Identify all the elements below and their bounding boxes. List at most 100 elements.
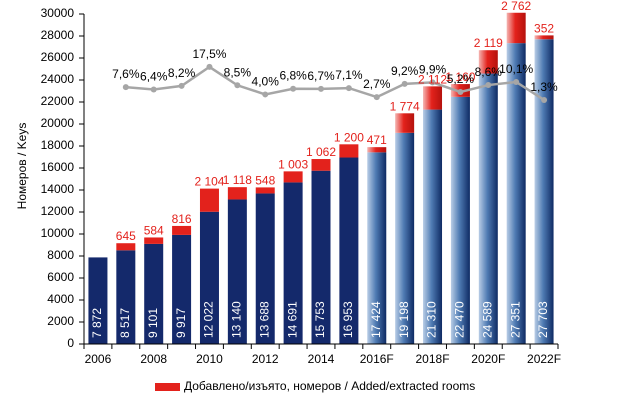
bar-base xyxy=(534,39,554,344)
bar-base xyxy=(88,257,108,344)
growth-label: 5,2% xyxy=(447,72,475,86)
bar-added xyxy=(367,147,387,153)
added-value-label: 1 003 xyxy=(278,157,308,171)
growth-label: 10,1% xyxy=(499,62,533,76)
bar-value-label: 16 953 xyxy=(341,301,355,338)
legend-swatch xyxy=(155,383,180,391)
x-tick-label: 2018F xyxy=(416,352,450,366)
growth-label: 2,7% xyxy=(363,77,391,91)
growth-line-path xyxy=(125,65,545,101)
bar-value-label: 14 691 xyxy=(285,301,299,338)
added-value-label: 645 xyxy=(116,229,136,243)
axes xyxy=(83,14,558,345)
y-tick-label: 30000 xyxy=(41,6,75,20)
growth-point xyxy=(178,82,185,89)
growth-point xyxy=(457,88,464,95)
bar-value-label: 27 703 xyxy=(536,301,550,338)
y-tick-label: 10000 xyxy=(41,226,75,240)
x-tick-label: 2010 xyxy=(196,352,223,366)
growth-point xyxy=(234,82,241,89)
bar-base xyxy=(367,152,387,344)
growth-label: 7,1% xyxy=(335,68,363,82)
bar-value-label: 7 872 xyxy=(90,308,104,338)
growth-label: 6,4% xyxy=(140,70,168,84)
bars xyxy=(88,12,554,345)
x-tick-label: 2006 xyxy=(85,352,112,366)
growth-point xyxy=(206,63,213,70)
y-tick-label: 18000 xyxy=(41,138,75,152)
y-tick-label: 16000 xyxy=(41,160,75,174)
growth-point xyxy=(290,85,297,92)
bar-added xyxy=(478,50,498,74)
y-tick-label: 22000 xyxy=(41,94,75,108)
bar-added xyxy=(506,12,526,44)
growth-label: 8,6% xyxy=(475,65,503,79)
growth-label: 6,7% xyxy=(307,69,335,83)
bar-base xyxy=(227,199,247,344)
bar-base xyxy=(450,96,470,344)
bar-base xyxy=(199,211,219,344)
growth-label: 7,6% xyxy=(112,67,140,81)
x-tick-label: 2016F xyxy=(360,352,394,366)
y-axis-ticks: 0 2000 4000 6000 8000 10000 12000 14000 16000 180… xyxy=(41,6,84,350)
bar-added xyxy=(227,187,247,200)
y-axis-title: Номеров / Keys xyxy=(15,123,29,210)
y-tick-label: 8000 xyxy=(47,248,74,262)
bar-added xyxy=(395,113,415,133)
x-tick-label: 2008 xyxy=(140,352,167,366)
bar-value-label: 13 688 xyxy=(257,301,271,338)
growth-label: 9,2% xyxy=(391,64,419,78)
added-value-label: 1 774 xyxy=(390,99,420,113)
bar-base xyxy=(506,43,526,344)
bar-added xyxy=(311,159,331,171)
added-value-label: 1 062 xyxy=(306,145,336,159)
bar-base xyxy=(311,170,331,344)
bar-added xyxy=(283,171,303,183)
y-tick-label: 20000 xyxy=(41,116,75,130)
added-value-label: 352 xyxy=(534,21,554,35)
added-value-label: 1 160 xyxy=(445,70,475,84)
growth-label: 9,9% xyxy=(419,62,447,76)
y-tick-label: 26000 xyxy=(41,50,75,64)
bar-value-label: 12 022 xyxy=(202,301,216,338)
growth-label: 1,3% xyxy=(530,80,558,94)
added-value-label: 1 118 xyxy=(223,173,252,187)
bar-value-label: 19 198 xyxy=(397,301,411,338)
y-tick-label: 0 xyxy=(67,336,74,350)
growth-point xyxy=(122,84,129,91)
bar-base xyxy=(283,182,303,344)
added-value-label: 2 119 xyxy=(474,36,503,50)
bar-value-label: 24 589 xyxy=(480,301,494,338)
bar-value-label: 8 517 xyxy=(118,308,132,338)
bar-added xyxy=(172,225,192,235)
bar-value-label: 13 140 xyxy=(230,301,244,338)
bar-base xyxy=(339,157,359,344)
y-tick-label: 2000 xyxy=(47,314,74,328)
legend: Добавлено/изъято, номеров / Added/extrac… xyxy=(155,379,475,393)
growth-point xyxy=(485,82,492,89)
bar-value-label: 22 470 xyxy=(453,301,467,338)
bar-base xyxy=(423,109,443,344)
added-value-label: 2 112 xyxy=(418,72,447,86)
growth-point xyxy=(401,80,408,87)
growth-point xyxy=(429,79,436,86)
growth-label: 6,8% xyxy=(279,69,307,83)
bar-value-label: 27 351 xyxy=(508,301,522,338)
bar-added xyxy=(339,144,359,158)
y-tick-label: 24000 xyxy=(41,72,75,86)
x-tick-label: 2014 xyxy=(308,352,335,366)
x-tick-label: 2020F xyxy=(471,352,505,366)
data-labels: 7 872 645 8 517 584 9 101 816 9 917 2 104 12 022… xyxy=(90,0,558,338)
growth-point xyxy=(513,78,520,85)
growth-point xyxy=(541,96,548,103)
y-tick-label: 6000 xyxy=(47,270,74,284)
bar-value-label: 9 917 xyxy=(174,308,188,338)
bar-added xyxy=(255,187,275,194)
bar-value-label: 21 310 xyxy=(425,301,439,338)
x-tick-label: 2022F xyxy=(527,352,561,366)
added-value-label: 548 xyxy=(255,173,275,187)
growth-label: 8,2% xyxy=(168,66,196,80)
y-tick-label: 4000 xyxy=(47,292,74,306)
added-value-label: 2 104 xyxy=(194,175,224,189)
